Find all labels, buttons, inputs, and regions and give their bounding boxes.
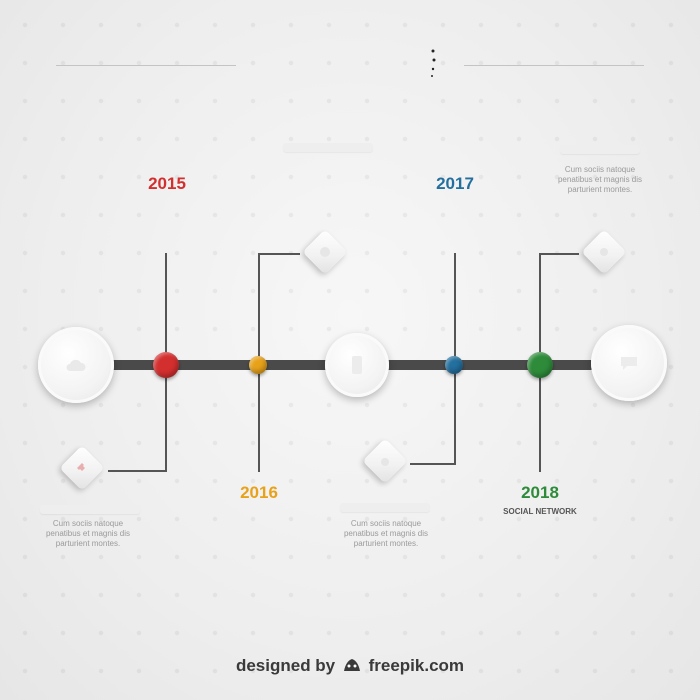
chat-icon [621, 357, 637, 370]
puzzle-icon [77, 463, 85, 471]
globe-icon [320, 247, 330, 257]
faded-title-2017 [340, 503, 430, 512]
connector-2018-branch [539, 253, 579, 255]
milestone-dot-2015 [153, 352, 179, 378]
faded-title-2015 [40, 505, 140, 514]
description-top-right: Cum sociis natoque penatibus et magnis d… [557, 165, 643, 194]
header-rule-right [464, 65, 644, 66]
description-bottom-left: Cum sociis natoque penatibus et magnis d… [45, 519, 131, 548]
milestone-dot-2018 [527, 352, 553, 378]
connector-2015-branch [108, 470, 167, 472]
label-2018: SOCIAL NETWORK [503, 507, 577, 516]
center-circle [325, 333, 389, 397]
freepik-logo-icon [342, 657, 362, 678]
phone-icon [352, 356, 362, 374]
faded-title-2016 [283, 143, 373, 152]
gear-icon [600, 248, 608, 256]
cloud-icon [66, 359, 86, 371]
milestone-dot-2016 [249, 356, 267, 374]
year-2015: 2015 [148, 174, 186, 193]
apple-icon [381, 458, 389, 466]
header-ornament [430, 48, 436, 78]
diamond-2018 [581, 229, 627, 275]
faded-title-2018 [560, 145, 640, 154]
diamond-2016 [302, 229, 348, 275]
diamond-2015 [59, 445, 105, 491]
year-2016: 2016 [240, 483, 278, 502]
diamond-2017 [362, 438, 408, 484]
header-rule-left [56, 65, 236, 66]
connector-2017-branch [410, 463, 456, 465]
end-circle [591, 325, 667, 401]
year-2018: 2018 [521, 483, 559, 502]
milestone-dot-2017 [445, 356, 463, 374]
credit: designed by freepik.com [0, 656, 700, 678]
description-bottom-center: Cum sociis natoque penatibus et magnis d… [343, 519, 429, 548]
credit-brand[interactable]: freepik.com [368, 656, 465, 675]
start-circle [38, 327, 114, 403]
connector-2016-branch [258, 253, 300, 255]
year-2017: 2017 [436, 174, 474, 193]
credit-prefix: designed by [235, 656, 336, 675]
